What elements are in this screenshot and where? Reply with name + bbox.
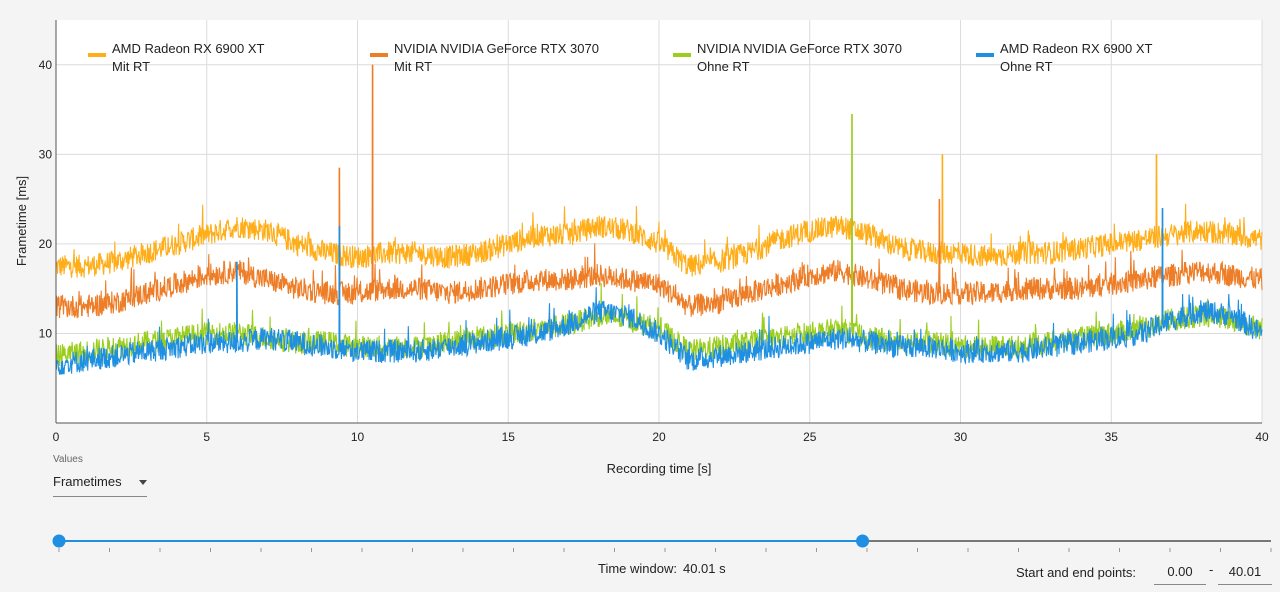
x-tick-label: 10 — [351, 430, 365, 444]
legend-item[interactable]: AMD Radeon RX 6900 XT Mit RT — [88, 41, 265, 74]
x-tick-label: 40 — [1255, 430, 1269, 444]
values-caption: Values — [53, 454, 83, 465]
time-slider[interactable] — [52, 534, 1272, 553]
end-point-input[interactable]: 40.01 — [1218, 560, 1272, 585]
y-tick-label: 40 — [39, 58, 53, 72]
values-dropdown-text: Frametimes — [53, 474, 122, 489]
legend-swatch — [88, 53, 106, 57]
time-window-label: Time window: — [598, 561, 677, 576]
x-tick-label: 5 — [203, 430, 210, 444]
x-tick-label: 0 — [53, 430, 60, 444]
range-dash: - — [1209, 562, 1214, 577]
y-tick-label: 10 — [39, 326, 53, 340]
chevron-down-icon — [139, 480, 147, 485]
legend-label: NVIDIA NVIDIA GeForce RTX 3070 Ohne RT — [697, 41, 902, 74]
legend-item[interactable]: NVIDIA NVIDIA GeForce RTX 3070 Mit RT — [370, 41, 599, 74]
series-path — [55, 208, 1263, 375]
start-point-input[interactable]: 0.00 — [1154, 560, 1206, 585]
legend-item[interactable]: NVIDIA NVIDIA GeForce RTX 3070 Ohne RT — [673, 41, 902, 74]
slider-end-handle[interactable] — [856, 534, 870, 548]
y-ticks: 10 20 30 40 — [39, 58, 53, 341]
x-axis-title: Recording time [s] — [607, 461, 712, 476]
x-tick-label: 30 — [954, 430, 968, 444]
series-layer — [55, 64, 1263, 375]
x-ticks: 0 5 10 15 20 25 30 35 40 — [53, 430, 1269, 444]
slider-start-handle[interactable] — [52, 534, 66, 548]
x-tick-label: 35 — [1105, 430, 1119, 444]
legend-label: AMD Radeon RX 6900 XT Ohne RT — [1000, 41, 1153, 74]
legend-swatch — [673, 53, 691, 57]
series-path — [55, 64, 1263, 319]
y-tick-label: 20 — [39, 237, 53, 251]
endpoints-label: Start and end points: — [1016, 565, 1136, 580]
values-dropdown[interactable]: Frametimes — [53, 472, 147, 497]
time-window-value: 40.01 s — [682, 561, 726, 576]
legend-swatch — [370, 53, 388, 57]
series-line — [55, 208, 1263, 375]
legend-label: AMD Radeon RX 6900 XT Mit RT — [112, 41, 265, 74]
legend-item[interactable]: AMD Radeon RX 6900 XT Ohne RT — [976, 41, 1153, 74]
legend-label: NVIDIA NVIDIA GeForce RTX 3070 Mit RT — [394, 41, 599, 74]
x-tick-label: 15 — [502, 430, 516, 444]
series-line — [55, 154, 1263, 278]
series-path — [55, 154, 1263, 278]
y-tick-label: 30 — [39, 147, 53, 161]
x-tick-label: 20 — [652, 430, 666, 444]
x-tick-label: 25 — [803, 430, 817, 444]
legend-swatch — [976, 53, 994, 57]
y-axis-title: Frametime [ms] — [14, 176, 29, 266]
legend: AMD Radeon RX 6900 XT Mit RT NVIDIA NVIDIA… — [88, 41, 1153, 74]
time-window-readout: Time window: 40.01 s — [598, 561, 726, 576]
